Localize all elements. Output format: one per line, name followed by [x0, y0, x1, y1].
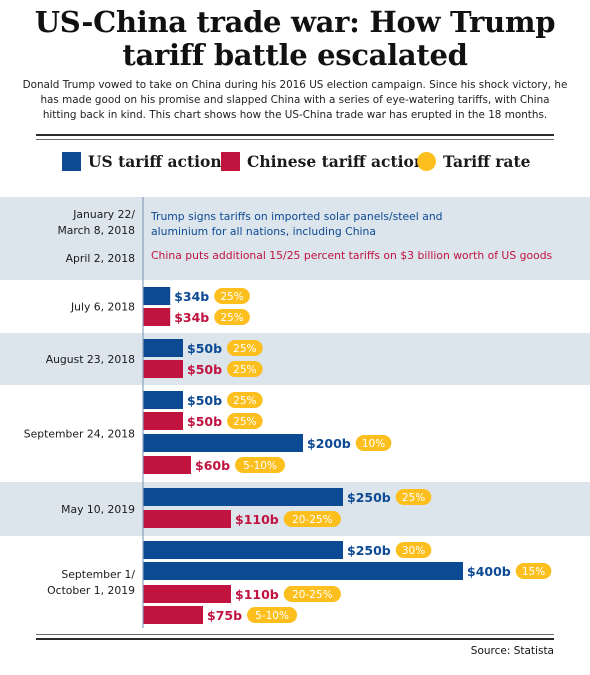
bar-us: [143, 287, 171, 305]
legend: US tariff action Chinese tariff action T…: [0, 150, 590, 174]
rate-label: 5-10%: [255, 610, 289, 622]
date-label: September 24, 2018: [24, 428, 135, 441]
legend-label-rate: Tariff rate: [443, 152, 531, 171]
bar-china: [143, 412, 183, 430]
date-label: March 8, 2018: [57, 224, 135, 237]
legend-swatch-us: [62, 152, 81, 171]
date-label: October 1, 2019: [47, 584, 135, 597]
rate-label: 20-25%: [292, 514, 333, 526]
date-label: April 2, 2018: [66, 252, 135, 265]
bar-value-label: $50b: [187, 393, 222, 408]
rate-pill: [227, 340, 263, 356]
legend-item-us: US tariff action: [62, 152, 222, 171]
rate-pill: [227, 392, 263, 408]
note-us: Trump signs tariffs on imported solar pa…: [150, 210, 443, 223]
rate-label: 25%: [233, 395, 256, 407]
bar-value-label: $50b: [187, 341, 222, 356]
note-us: aluminium for all nations, including Chi…: [151, 225, 376, 238]
bar-china: [143, 360, 183, 378]
date-label: May 10, 2019: [61, 503, 135, 516]
rate-pill: [515, 563, 552, 579]
rate-pill: [395, 542, 432, 558]
legend-label-us: US tariff action: [88, 152, 222, 171]
legend-item-china: Chinese tariff action: [221, 152, 425, 171]
bar-us: [143, 339, 183, 357]
rate-label: 25%: [402, 492, 425, 504]
bar-china: [143, 308, 171, 326]
bar-china: [143, 510, 231, 528]
bar-value-label: $50b: [187, 362, 222, 377]
divider-top-thin: [36, 139, 554, 140]
bar-value-label: $110b: [235, 587, 279, 602]
bar-value-label: $34b: [174, 289, 209, 304]
bar-us: [143, 541, 343, 559]
rate-label: 25%: [233, 416, 256, 428]
date-label: August 23, 2018: [46, 353, 135, 366]
legend-swatch-china: [221, 152, 240, 171]
intro-paragraph: Donald Trump vowed to take on China duri…: [22, 79, 568, 121]
bar-us: [143, 391, 183, 409]
bar-value-label: $250b: [347, 490, 391, 505]
rate-pill: [283, 586, 341, 602]
rate-pill: [214, 309, 250, 325]
divider-bottom-thin: [36, 634, 554, 635]
rate-pill: [247, 607, 298, 623]
legend-item-rate: Tariff rate: [417, 152, 531, 171]
rate-label: 25%: [233, 364, 256, 376]
bar-china: [143, 606, 203, 624]
row-band-3: [0, 333, 590, 385]
bar-value-label: $250b: [347, 543, 391, 558]
rate-pill: [395, 489, 432, 505]
note-china: China puts additional 15/25 percent tari…: [151, 249, 553, 262]
bar-value-label: $110b: [235, 512, 279, 527]
date-label: January 22/: [72, 208, 135, 221]
bar-china: [143, 456, 191, 474]
bar-value-label: $400b: [467, 564, 511, 579]
page-title: US-China trade war: How Trump tariff bat…: [0, 6, 590, 72]
divider-top-thick: [36, 134, 554, 136]
bar-us: [143, 434, 303, 452]
rate-label: 25%: [220, 291, 243, 303]
bar-value-label: $200b: [307, 436, 351, 451]
title-line-2: tariff battle escalated: [122, 38, 468, 72]
rate-label: 30%: [402, 545, 425, 557]
rate-pill: [355, 435, 392, 451]
bar-value-label: $75b: [207, 608, 242, 623]
bar-value-label: $50b: [187, 414, 222, 429]
source-note: Source: Statista: [470, 645, 554, 657]
row-band-0: [0, 197, 590, 241]
legend-label-china: Chinese tariff action: [247, 152, 426, 171]
bar-us: [143, 488, 343, 506]
rate-pill: [235, 457, 286, 473]
rate-label: 25%: [233, 343, 256, 355]
divider-bottom-thick: [36, 638, 554, 640]
title-line-1: US-China trade war: How Trump: [34, 5, 556, 39]
date-label: July 6, 2018: [70, 301, 135, 314]
bar-value-label: $60b: [195, 458, 230, 473]
rate-label: 5-10%: [243, 460, 277, 472]
rate-pill: [214, 288, 250, 304]
rate-pill: [283, 511, 341, 527]
rate-label: 10%: [362, 438, 385, 450]
rate-pill: [227, 361, 263, 377]
bar-value-label: $34b: [174, 310, 209, 325]
rate-pill: [227, 413, 263, 429]
rate-label: 25%: [220, 312, 243, 324]
rate-label: 20-25%: [292, 589, 333, 601]
legend-swatch-rate: [417, 152, 436, 171]
row-band-1: [0, 241, 590, 280]
bar-china: [143, 585, 231, 603]
date-label: September 1/: [61, 568, 135, 581]
bar-us: [143, 562, 463, 580]
rate-label: 15%: [522, 566, 545, 578]
